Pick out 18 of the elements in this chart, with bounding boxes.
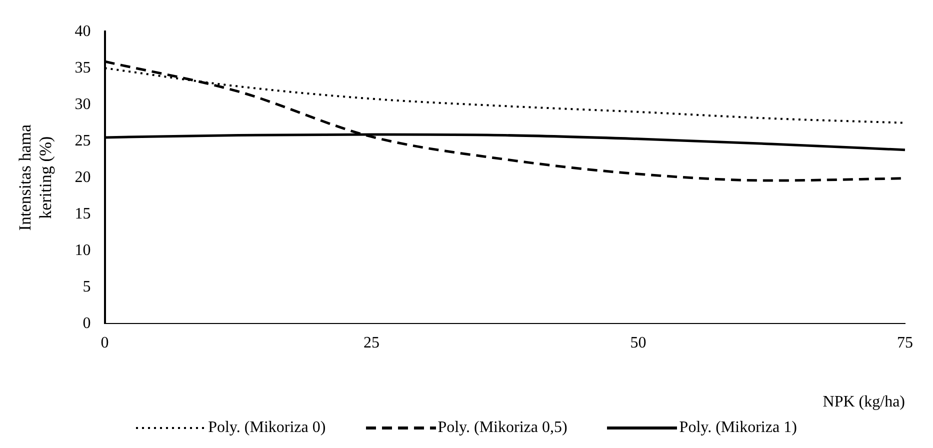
- y-tick-label: 10: [74, 242, 91, 259]
- x-tick-label: 75: [897, 334, 913, 352]
- legend-label: Poly. (Mikoriza 0,5): [438, 419, 568, 437]
- y-tick-label: 0: [82, 314, 91, 332]
- y-axis-title: Intensitas hama keriting (%): [16, 124, 56, 231]
- x-tick-label: 25: [364, 334, 380, 352]
- y-tick-label: 25: [74, 132, 91, 150]
- legend-label: Poly. (Mikoriza 0): [208, 419, 326, 437]
- x-tick-label: 50: [630, 334, 646, 352]
- y-tick-label: 5: [82, 278, 91, 296]
- y-tick-label: 40: [74, 22, 91, 40]
- y-tick-label: 30: [74, 96, 91, 113]
- y-tick-label: 20: [74, 168, 91, 186]
- x-axis-title: NPK (kg/ha): [822, 394, 905, 411]
- y-tick-label: 15: [74, 205, 91, 222]
- legend-label: Poly. (Mikoriza 1): [679, 419, 797, 437]
- x-tick-label: 0: [100, 334, 109, 352]
- y-tick-label: 35: [74, 59, 91, 76]
